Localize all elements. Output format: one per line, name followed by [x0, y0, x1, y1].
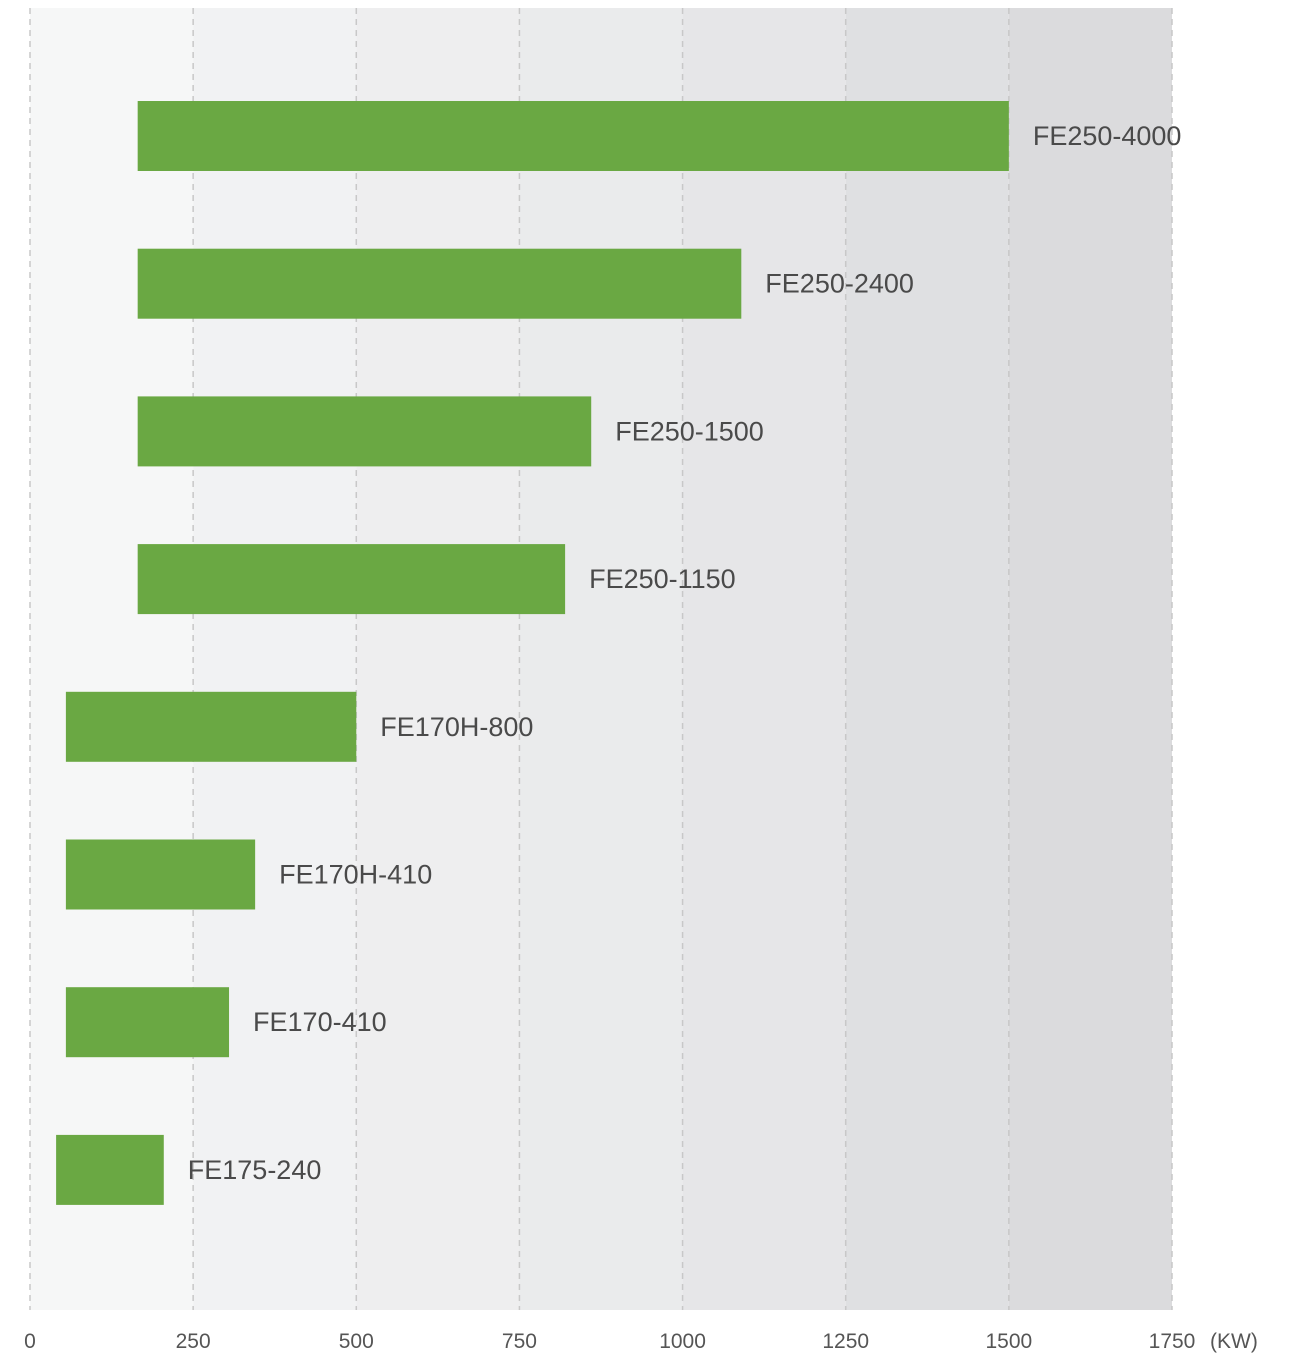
x-tick-label: 500 — [339, 1330, 374, 1353]
bar-label: FE170-410 — [253, 1007, 387, 1037]
bar-label: FE250-1500 — [615, 416, 764, 446]
background-band — [1009, 8, 1172, 1310]
bar-label: FE250-2400 — [765, 269, 914, 299]
bar — [138, 396, 592, 466]
x-tick-label: 1250 — [822, 1330, 869, 1353]
bar-label: FE250-1150 — [589, 564, 736, 594]
bar — [138, 101, 1009, 171]
bar-label: FE170H-800 — [380, 712, 533, 742]
background-band — [683, 8, 846, 1310]
bar — [66, 840, 255, 910]
x-tick-label: 1500 — [985, 1330, 1032, 1353]
bar-label: FE250-4000 — [1033, 121, 1182, 151]
background-band — [30, 8, 193, 1310]
bar-label: FE170H-410 — [279, 860, 432, 890]
bar — [66, 987, 229, 1057]
bar — [138, 249, 742, 319]
background-band — [846, 8, 1009, 1310]
x-tick-label: 250 — [176, 1330, 211, 1353]
x-tick-label: 750 — [502, 1330, 537, 1353]
bar-label: FE175-240 — [188, 1155, 322, 1185]
background-band — [356, 8, 519, 1310]
x-axis-unit-label: (KW) — [1210, 1330, 1258, 1353]
bar — [56, 1135, 164, 1205]
x-tick-label: 1000 — [659, 1330, 706, 1353]
background-bands — [30, 8, 1172, 1310]
background-band — [519, 8, 682, 1310]
bar — [138, 544, 565, 614]
bar — [66, 692, 356, 762]
background-band — [193, 8, 356, 1310]
x-tick-label: 0 — [24, 1330, 36, 1353]
x-axis-ticks: 0 250 500 750 1000 1250 1500 1750 — [24, 1330, 1195, 1353]
x-tick-label: 1750 — [1149, 1330, 1196, 1353]
